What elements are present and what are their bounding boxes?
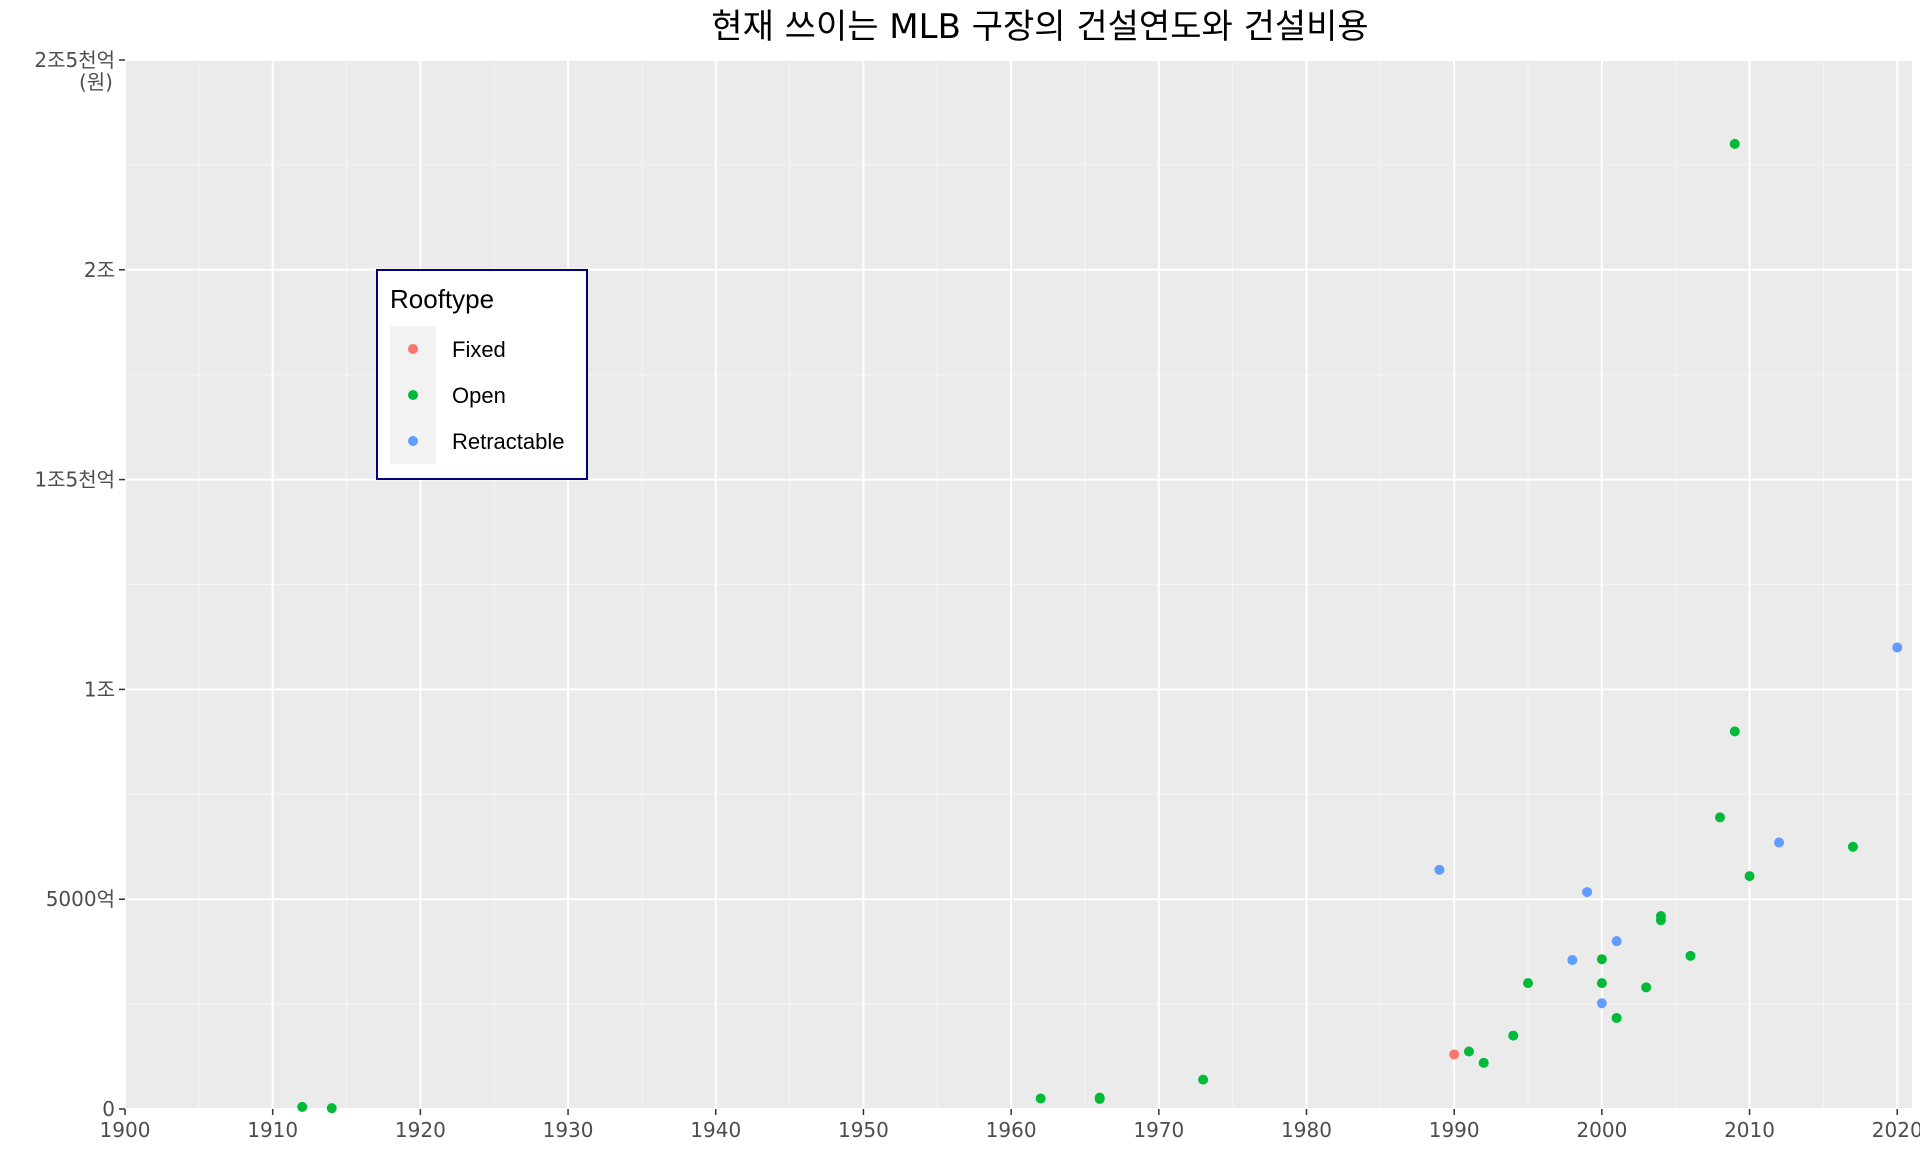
data-point-retractable bbox=[1892, 642, 1903, 653]
x-tick-label: 1900 bbox=[100, 1118, 151, 1142]
axes: 1900 1910 1920 1930 1940 1950 1960 1970 1980 1990… bbox=[34, 48, 1920, 1142]
data-point-open bbox=[1641, 982, 1652, 993]
data-point-retractable bbox=[1611, 936, 1622, 947]
y-tick-label: 5000억 bbox=[46, 887, 115, 911]
data-point-retractable bbox=[1434, 864, 1445, 875]
legend-key-open bbox=[408, 390, 418, 400]
data-point-retractable bbox=[1567, 955, 1578, 966]
data-point-open bbox=[1744, 871, 1755, 882]
data-point-open bbox=[1094, 1093, 1105, 1104]
y-tick-label: 2조5천억 bbox=[34, 48, 115, 72]
legend-label-open: Open bbox=[452, 383, 506, 408]
x-tick-label: 1920 bbox=[395, 1118, 446, 1142]
y-tick-label: 0 bbox=[102, 1097, 115, 1121]
data-point-open bbox=[1596, 954, 1607, 965]
data-point-open bbox=[1715, 812, 1726, 823]
data-point-open bbox=[1035, 1093, 1046, 1104]
x-tick-label: 1910 bbox=[247, 1118, 298, 1142]
data-point-retractable bbox=[1582, 887, 1593, 898]
data-point-open bbox=[1463, 1046, 1474, 1057]
x-tick-label: 1960 bbox=[986, 1118, 1037, 1142]
data-point-retractable bbox=[1596, 998, 1607, 1009]
data-point-open bbox=[1685, 950, 1696, 961]
x-tick-label: 1950 bbox=[838, 1118, 889, 1142]
y-tick-label: 1조5천억 bbox=[34, 468, 115, 492]
data-points bbox=[297, 138, 1903, 1114]
data-point-open bbox=[1611, 1012, 1622, 1023]
data-point-open bbox=[1655, 915, 1666, 926]
x-tick-label: 1970 bbox=[1133, 1118, 1184, 1142]
data-point-open bbox=[1478, 1057, 1489, 1068]
data-point-open bbox=[326, 1103, 337, 1114]
legend-key-fixed bbox=[408, 344, 418, 354]
data-point-fixed bbox=[1449, 1049, 1460, 1060]
legend-key-retractable bbox=[408, 436, 418, 446]
data-point-retractable bbox=[1774, 837, 1785, 848]
x-tick-label: 2000 bbox=[1576, 1118, 1627, 1142]
y-unit-label: (원) bbox=[79, 70, 113, 94]
legend-title: Rooftype bbox=[390, 284, 494, 314]
data-point-open bbox=[1729, 726, 1740, 737]
legend-entries: Fixed Open Retractable bbox=[390, 326, 565, 464]
data-point-open bbox=[1729, 138, 1740, 149]
x-tick-label: 2010 bbox=[1724, 1118, 1775, 1142]
data-point-open bbox=[1523, 978, 1534, 989]
x-tick-label: 1930 bbox=[543, 1118, 594, 1142]
legend-label-retractable: Retractable bbox=[452, 429, 565, 454]
x-tick-label: 2020 bbox=[1872, 1118, 1920, 1142]
data-point-open bbox=[1847, 841, 1858, 852]
data-point-open bbox=[1508, 1030, 1519, 1041]
x-tick-label: 1980 bbox=[1281, 1118, 1332, 1142]
data-point-open bbox=[1198, 1074, 1209, 1085]
x-tick-label: 1940 bbox=[690, 1118, 741, 1142]
y-tick-label: 1조 bbox=[84, 677, 115, 701]
chart-title: 현재 쓰이는 MLB 구장의 건설연도와 건설비용 bbox=[711, 7, 1368, 47]
data-point-open bbox=[297, 1101, 308, 1112]
grid-lines bbox=[124, 59, 1912, 1110]
x-tick-label: 1990 bbox=[1429, 1118, 1480, 1142]
legend-label-fixed: Fixed bbox=[452, 337, 506, 362]
y-tick-label: 2조 bbox=[84, 258, 115, 282]
data-point-open bbox=[1596, 978, 1607, 989]
legend: Rooftype Fixed Open Retractable bbox=[376, 269, 588, 480]
